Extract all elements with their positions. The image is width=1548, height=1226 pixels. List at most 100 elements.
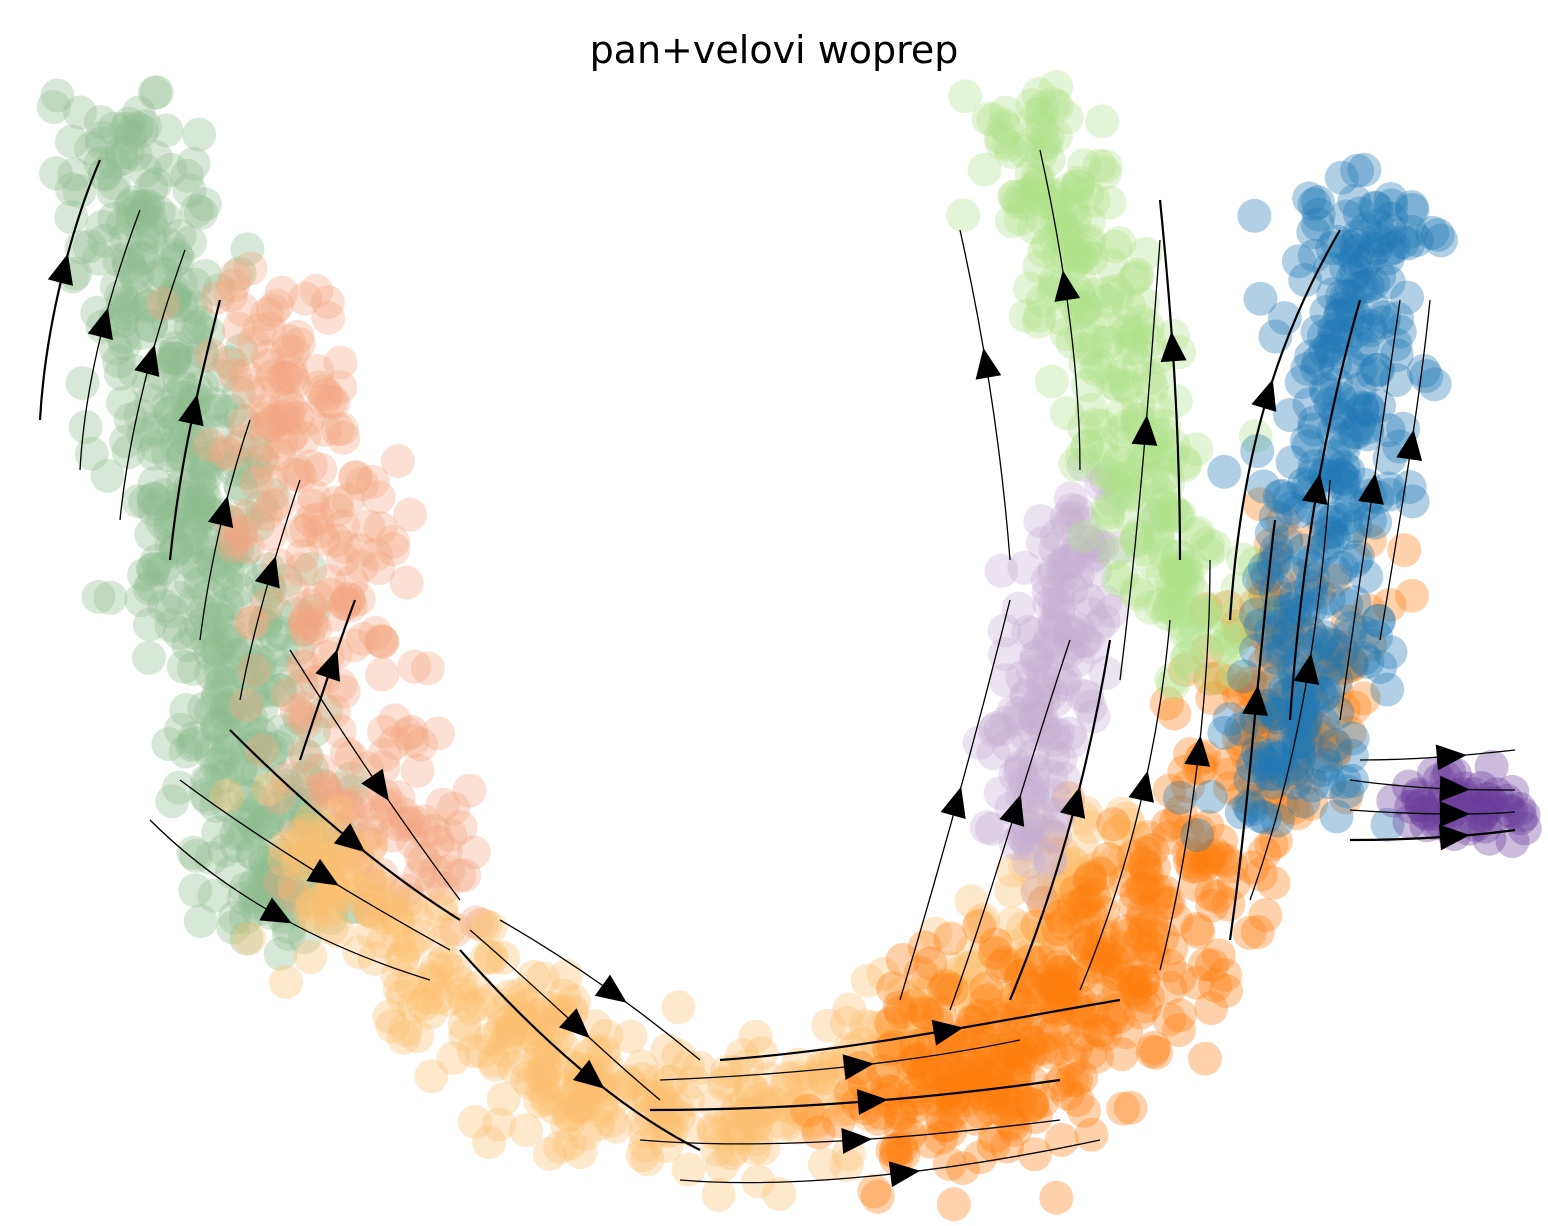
cell-point	[489, 1023, 524, 1058]
cell-point	[305, 836, 340, 871]
cell-point	[141, 195, 176, 230]
cell-point	[234, 702, 269, 737]
cell-point	[374, 818, 409, 853]
cell-point	[1101, 470, 1135, 505]
cell-point	[430, 951, 465, 986]
cell-point	[106, 296, 141, 331]
cell-point	[287, 920, 322, 954]
cell-point	[1102, 226, 1137, 260]
cell-point	[285, 613, 320, 648]
cell-point	[651, 1065, 686, 1100]
cell-point	[961, 976, 996, 1011]
cell-point	[1180, 912, 1215, 946]
cell-point	[210, 587, 245, 622]
cell-point	[1066, 900, 1101, 935]
cell-point	[811, 1088, 846, 1123]
cell-point	[942, 956, 977, 991]
cell-point	[252, 673, 287, 708]
cell-point	[509, 1113, 544, 1148]
cell-point	[192, 427, 227, 462]
cell-point	[104, 135, 139, 170]
cell-point	[247, 402, 282, 437]
cell-point	[287, 611, 322, 646]
cell-point	[107, 326, 142, 361]
cell-point	[1076, 332, 1110, 367]
cell-point	[389, 565, 424, 600]
cell-point	[410, 980, 445, 1015]
cell-point	[1208, 958, 1243, 992]
cell-point	[183, 483, 218, 518]
cell-point	[344, 549, 379, 584]
cell-point	[221, 311, 256, 346]
cell-point	[210, 758, 245, 793]
cell-point	[179, 193, 214, 228]
cell-point	[113, 402, 148, 437]
cell-point	[572, 1037, 607, 1072]
cell-point	[151, 438, 186, 472]
cell-point	[220, 828, 255, 863]
cell-point	[528, 1055, 563, 1090]
cell-point	[386, 797, 421, 832]
cell-point	[136, 481, 171, 516]
cell-point	[1034, 364, 1069, 399]
cell-point	[354, 914, 389, 949]
cell-point	[320, 493, 355, 528]
cell-point	[183, 418, 218, 453]
cell-point	[418, 964, 453, 999]
cell-point	[543, 1130, 578, 1165]
cell-point	[211, 651, 246, 686]
cell-point	[436, 791, 471, 826]
cell-point	[587, 1038, 622, 1073]
cell-point	[279, 818, 314, 853]
cell-point	[267, 852, 302, 887]
cell-point	[349, 857, 384, 891]
cell-point	[245, 787, 280, 822]
cell-point	[514, 1066, 549, 1101]
cell-point	[279, 596, 314, 631]
cell-point	[302, 514, 337, 549]
cell-point	[1195, 661, 1230, 696]
cell-point	[277, 365, 312, 400]
cell-point	[155, 784, 190, 819]
cell-point	[260, 730, 295, 765]
cell-point	[119, 111, 154, 146]
cell-point	[293, 803, 328, 838]
cell-point	[158, 341, 193, 376]
cell-point	[166, 370, 201, 405]
cell-point	[264, 399, 299, 434]
cell-point	[280, 319, 315, 354]
cell-point	[342, 872, 377, 907]
cell-point	[530, 1080, 565, 1115]
cell-point	[1075, 993, 1110, 1028]
cell-point	[395, 724, 430, 758]
cell-point	[375, 524, 410, 559]
cell-point	[721, 1121, 756, 1156]
cell-point	[352, 894, 387, 929]
cell-point	[550, 1091, 585, 1126]
cell-point	[183, 608, 218, 643]
cell-point	[1349, 559, 1384, 594]
cell-point	[1243, 857, 1278, 892]
cell-point	[277, 879, 312, 914]
cell-point	[158, 534, 193, 569]
cell-point	[632, 1080, 667, 1114]
cell-point	[1395, 193, 1430, 227]
cell-point	[228, 358, 263, 392]
cell-point	[367, 714, 402, 749]
cell-point	[532, 1068, 567, 1102]
cell-point	[244, 733, 279, 768]
cell-point	[1128, 836, 1163, 871]
cell-point	[241, 507, 276, 542]
cell-point	[134, 170, 169, 205]
cell-point	[255, 488, 290, 523]
cell-point	[294, 503, 329, 538]
cell-point	[157, 283, 192, 318]
cell-point	[291, 616, 326, 651]
cell-point	[832, 992, 867, 1027]
cell-point	[124, 114, 159, 148]
cell-point	[416, 813, 451, 848]
cell-point	[269, 654, 304, 689]
cell-point	[285, 538, 320, 573]
cell-point	[351, 892, 386, 927]
cell-point	[1026, 672, 1061, 707]
